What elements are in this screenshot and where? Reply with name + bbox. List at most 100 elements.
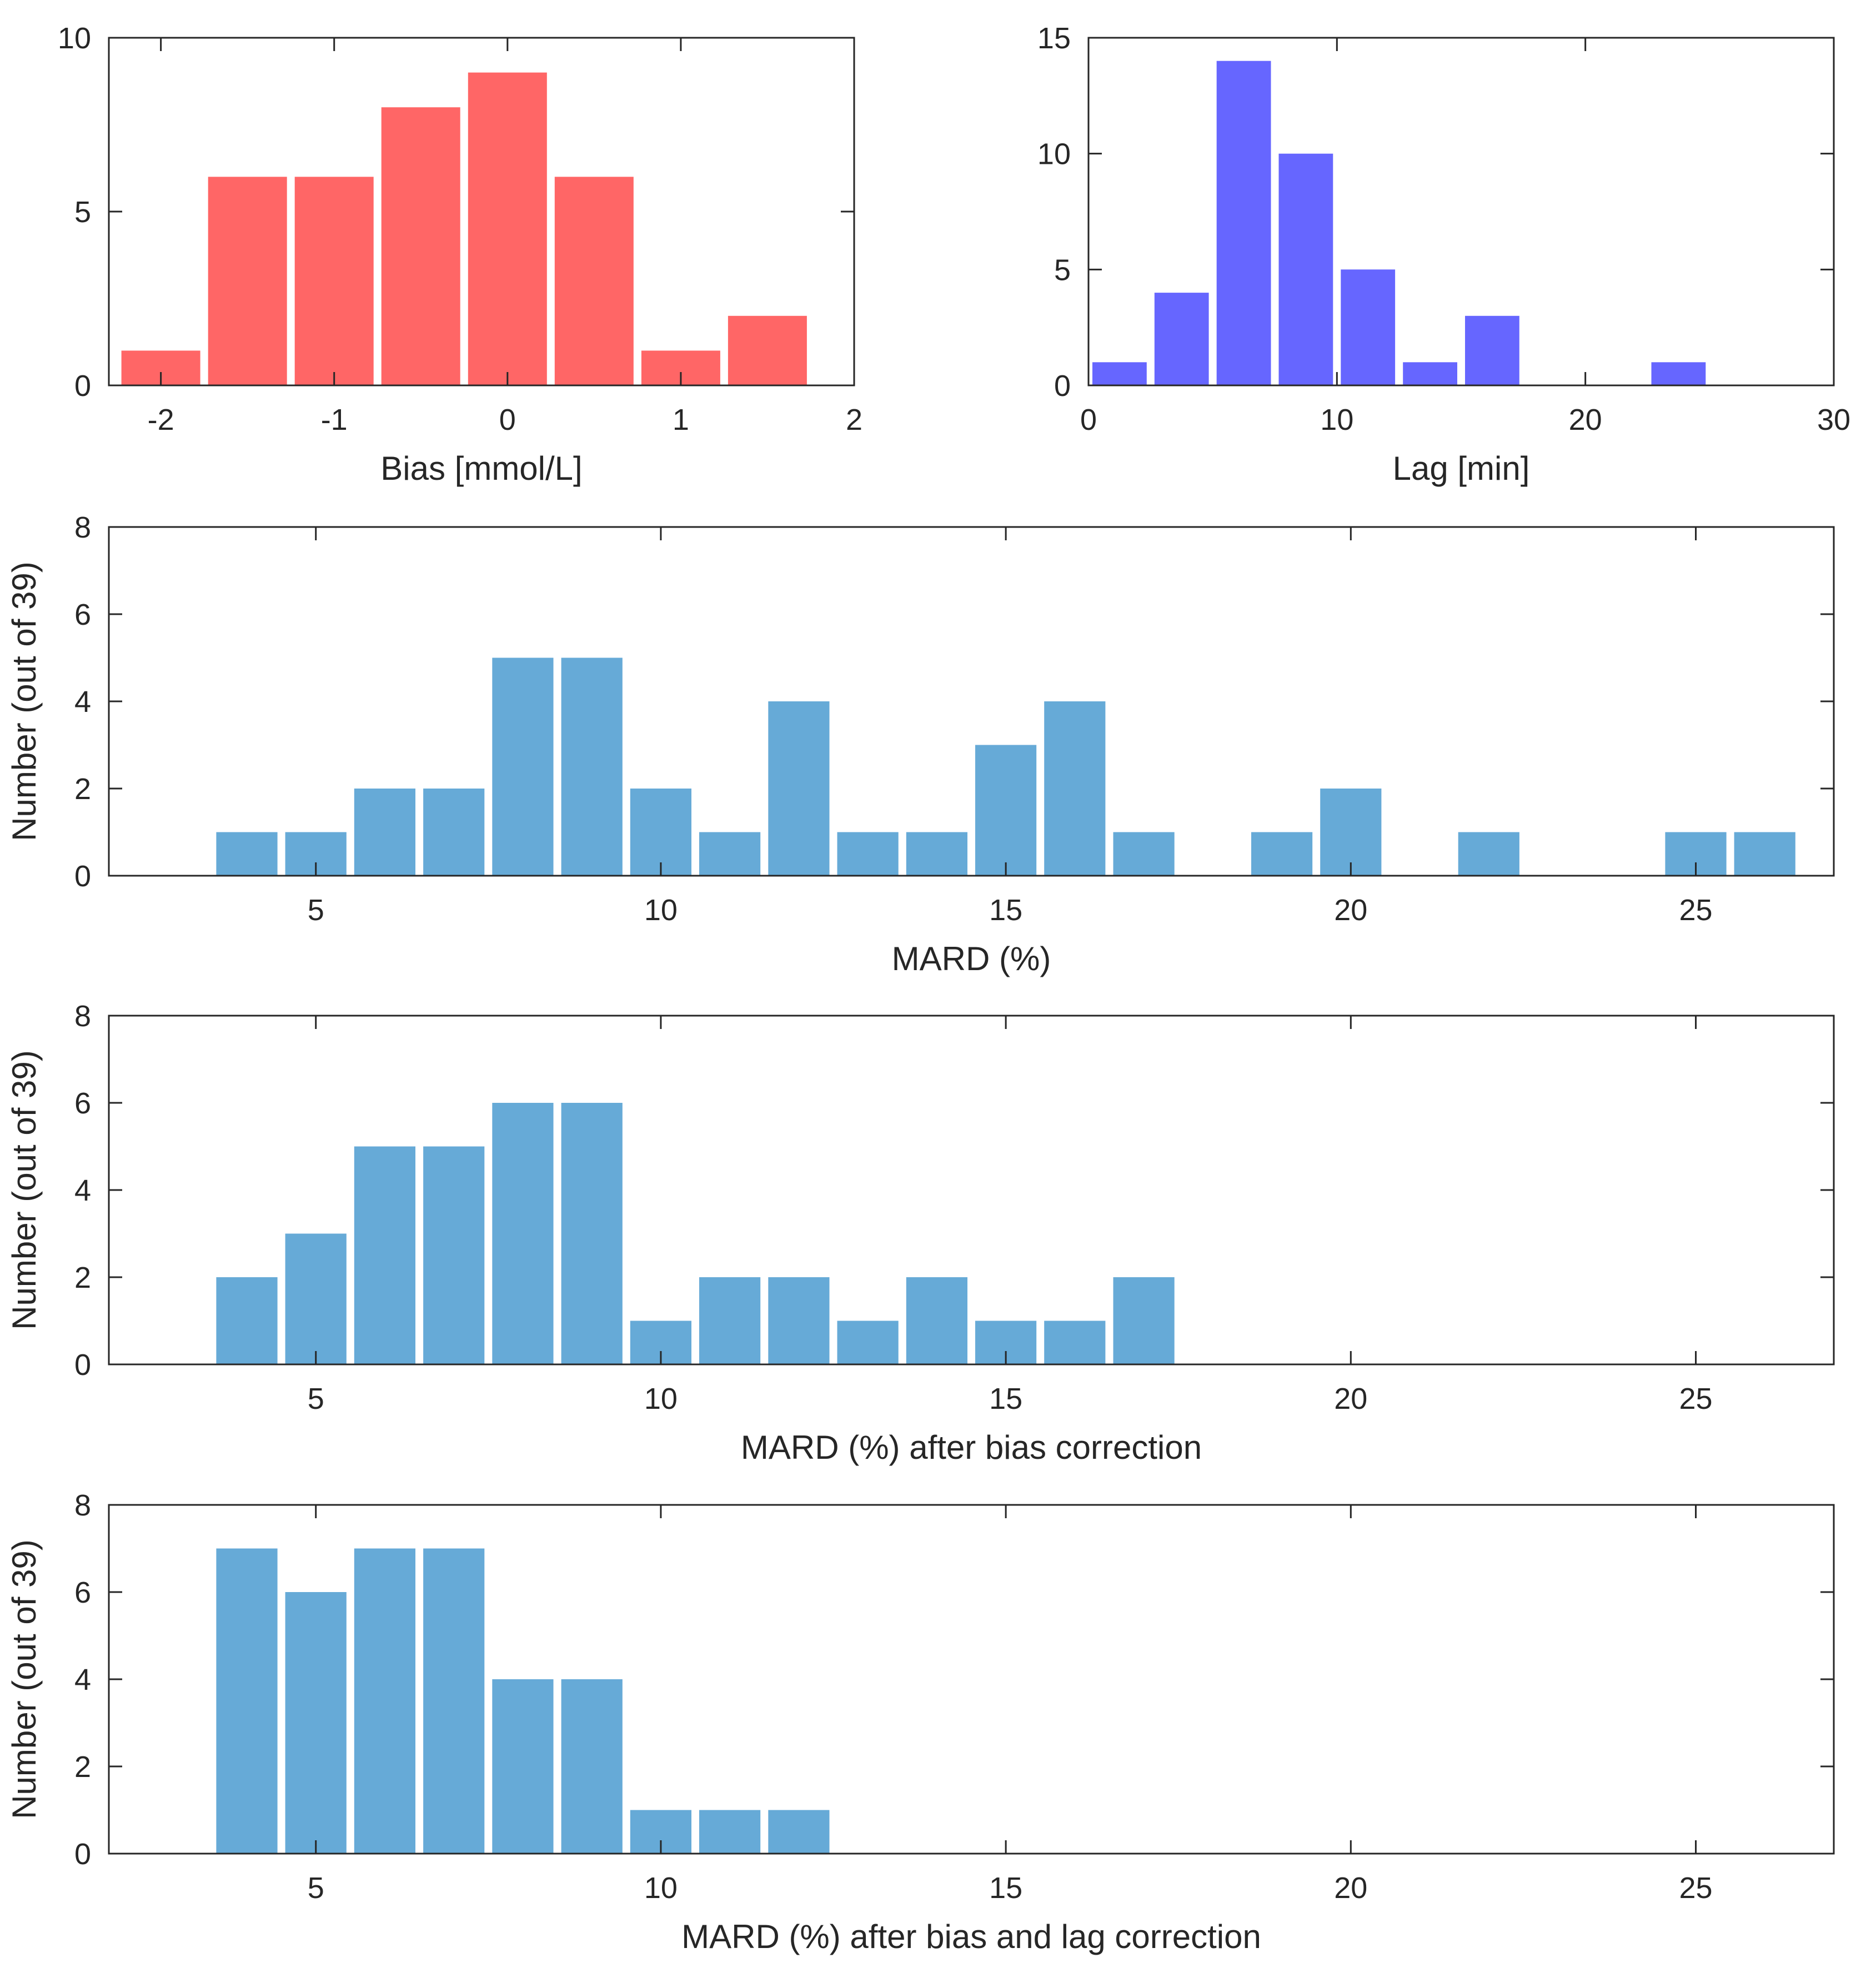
bias-ytick-label: 0 <box>74 369 91 403</box>
lag-xlabel: Lag [min] <box>1393 450 1530 487</box>
mard-bias-lag-bar-5 <box>561 1679 623 1854</box>
lag-ytick-label: 15 <box>1037 22 1071 55</box>
mard-bias-bar-3 <box>423 1146 485 1364</box>
lag-ytick-label: 0 <box>1054 369 1071 403</box>
lag-bar-3 <box>1278 153 1333 385</box>
mard-bias-xlabel: MARD (%) after bias correction <box>741 1429 1202 1466</box>
mard-bar-0 <box>216 832 278 876</box>
mard-bias-lag-bar-7 <box>699 1810 761 1854</box>
mard-bias-ytick-label: 2 <box>74 1261 91 1294</box>
chart-mard-bias-lag: 5 10 15 20 25 0 2 4 6 8 MARD (%) after bias and la… <box>6 1489 1835 1955</box>
mard-bias-lag-ytick-label: 2 <box>74 1750 91 1784</box>
bias-bar-4 <box>468 72 547 386</box>
mard-xtick-label: 15 <box>989 893 1022 927</box>
mard-bar-15 <box>1251 832 1313 876</box>
lag-bar-2 <box>1216 61 1271 385</box>
mard-bar-18 <box>1458 832 1519 876</box>
mard-ytick-label: 6 <box>74 598 91 631</box>
mard-bias-ytick-label: 8 <box>74 1000 91 1033</box>
mard-bar-22 <box>1734 832 1795 876</box>
mard-ytick-label: 2 <box>74 772 91 806</box>
mard-bar-4 <box>492 657 554 876</box>
mard-bias-lag-ytick-label: 8 <box>74 1489 91 1522</box>
mard-bias-ytick-label: 4 <box>74 1174 91 1207</box>
bias-bar-2 <box>294 177 374 385</box>
mard-bias-xtick-label: 15 <box>989 1382 1022 1415</box>
mard-xtick-label: 20 <box>1334 893 1367 927</box>
mard-bias-bar-2 <box>354 1146 415 1364</box>
mard-bias-lag-xlabel: MARD (%) after bias and lag correction <box>681 1918 1261 1955</box>
mard-bias-lag-bar-2 <box>354 1548 415 1854</box>
mard-bar-13 <box>1113 832 1175 876</box>
mard-bar-11 <box>975 745 1037 876</box>
mard-ytick-label: 0 <box>74 860 91 893</box>
lag-xtick-label: 0 <box>1080 403 1097 436</box>
mard-ytick-label: 8 <box>74 511 91 544</box>
mard-bias-lag-bar-1 <box>285 1592 347 1854</box>
lag-bar-9 <box>1651 362 1706 385</box>
mard-bias-bar-7 <box>699 1277 761 1364</box>
mard-bias-lag-xtick-label: 10 <box>644 1871 678 1905</box>
mard-bias-lag-ytick-label: 4 <box>74 1663 91 1696</box>
mard-xtick-label: 10 <box>644 893 678 927</box>
bias-xtick-label: -1 <box>321 403 348 436</box>
mard-bar-12 <box>1044 701 1106 876</box>
mard-bias-lag-bar-3 <box>423 1548 485 1854</box>
mard-bias-lag-xtick-label: 25 <box>1679 1871 1712 1905</box>
lag-axes-box <box>1087 37 1835 386</box>
mard-bar-7 <box>699 832 761 876</box>
mard-bias-ylabel: Number (out of 39) <box>6 1050 43 1330</box>
lag-bar-5 <box>1403 362 1457 385</box>
mard-bar-9 <box>837 832 899 876</box>
mard-bias-ytick-label: 0 <box>74 1348 91 1382</box>
mard-bias-lag-xtick-label: 20 <box>1334 1871 1367 1905</box>
bias-bar-5 <box>554 177 634 385</box>
bias-xtick-label: -2 <box>148 403 174 436</box>
bias-xtick-label: 2 <box>846 403 862 436</box>
mard-bias-lag-ytick-label: 0 <box>74 1838 91 1871</box>
mard-bias-bar-8 <box>768 1277 830 1364</box>
chart-mard-bias: 5 10 15 20 25 0 2 4 6 8 MARD (%) after bias correc… <box>6 1000 1835 1466</box>
mard-bias-lag-xtick-label: 15 <box>989 1871 1022 1905</box>
mard-bias-ytick-label: 6 <box>74 1087 91 1120</box>
mard-xtick-label: 5 <box>308 893 324 927</box>
mard-bar-10 <box>906 832 967 876</box>
mard-bias-bar-5 <box>561 1103 623 1364</box>
mard-ytick-label: 4 <box>74 685 91 719</box>
bias-bar-7 <box>728 315 807 385</box>
mard-bias-lag-ytick-label: 6 <box>74 1576 91 1609</box>
bias-xtick-label: 1 <box>673 403 689 436</box>
mard-ylabel: Number (out of 39) <box>6 561 43 841</box>
lag-bar-4 <box>1341 269 1396 385</box>
mard-bar-3 <box>423 789 485 876</box>
mard-bias-bar-12 <box>1044 1321 1106 1364</box>
chart-lag: 0 10 20 30 0 5 10 15 Lag [min] <box>1037 22 1850 487</box>
lag-bar-0 <box>1092 362 1147 385</box>
mard-bar-6 <box>630 789 691 876</box>
bias-xtick-label: 0 <box>499 403 516 436</box>
lag-ytick-label: 10 <box>1037 138 1071 171</box>
bias-bar-3 <box>381 107 460 385</box>
mard-bias-bar-10 <box>906 1277 967 1364</box>
lag-bar-6 <box>1465 315 1519 385</box>
mard-bias-bar-4 <box>492 1103 554 1364</box>
mard-xlabel: MARD (%) <box>892 940 1051 977</box>
lag-bar-1 <box>1154 293 1209 385</box>
mard-bias-lag-bar-0 <box>216 1548 278 1854</box>
bias-bar-1 <box>208 177 287 385</box>
mard-bar-2 <box>354 789 415 876</box>
mard-bias-bar-1 <box>285 1233 347 1364</box>
mard-bias-xtick-label: 10 <box>644 1382 678 1415</box>
mard-bias-xtick-label: 5 <box>308 1382 324 1415</box>
mard-bar-5 <box>561 657 623 876</box>
mard-bias-lag-bar-4 <box>492 1679 554 1854</box>
lag-xtick-label: 10 <box>1320 403 1353 436</box>
mard-bias-bar-0 <box>216 1277 278 1364</box>
lag-ytick-label: 5 <box>1054 253 1071 287</box>
mard-bias-bar-13 <box>1113 1277 1175 1364</box>
bias-ytick-label: 10 <box>58 22 91 55</box>
mard-bias-lag-ylabel: Number (out of 39) <box>6 1539 43 1819</box>
mard-bias-bar-9 <box>837 1321 899 1364</box>
